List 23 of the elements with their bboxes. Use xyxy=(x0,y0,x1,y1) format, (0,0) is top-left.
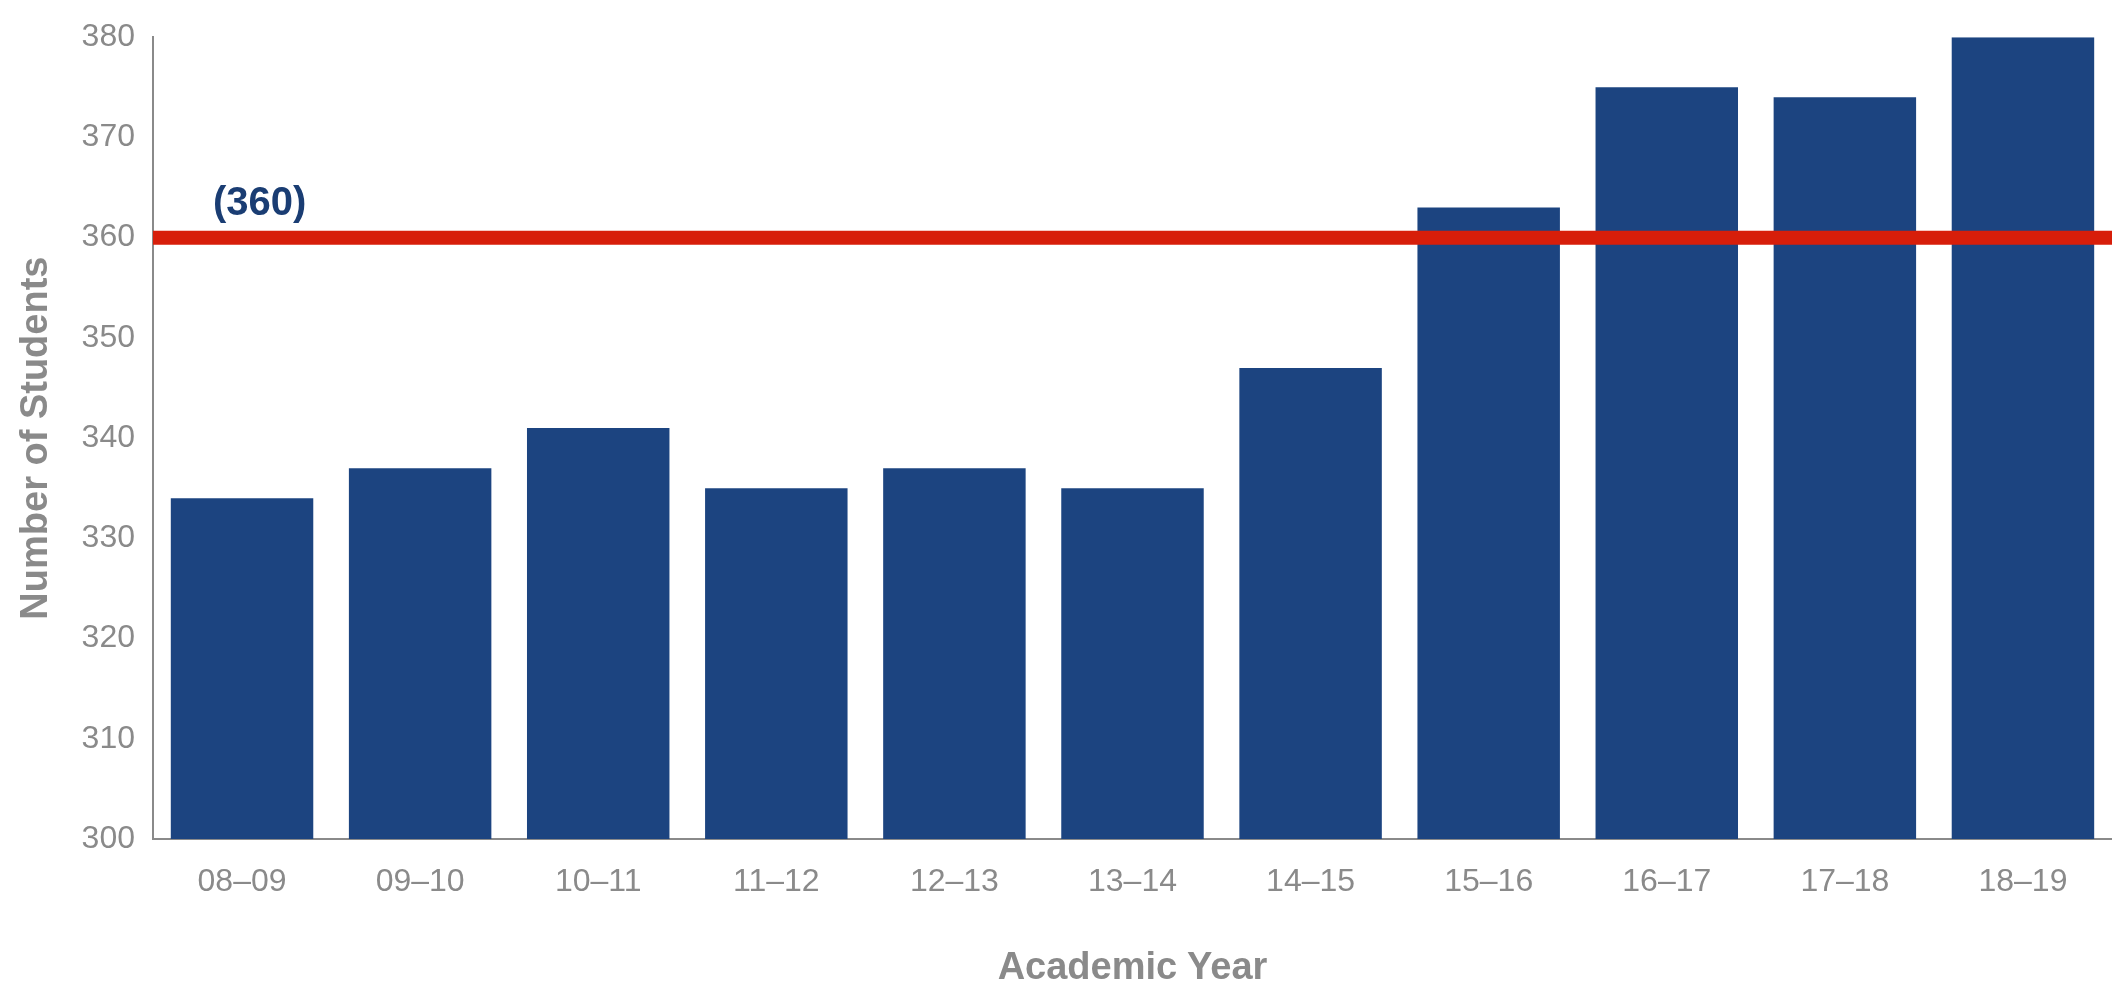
x-tick-label: 17–18 xyxy=(1800,862,1890,899)
y-tick-label: 380 xyxy=(81,17,135,54)
y-tick-label: 310 xyxy=(81,718,135,755)
ref-line-label: (360) xyxy=(212,178,307,223)
y-tick-label: 360 xyxy=(81,217,135,254)
x-tick-label: 13–14 xyxy=(1088,862,1177,899)
x-tick-label: 14–15 xyxy=(1266,862,1356,899)
y-tick-label: 300 xyxy=(81,818,135,855)
y-axis-title: Number of Students xyxy=(13,256,56,620)
x-tick-label: 08–09 xyxy=(197,862,287,899)
x-tick-label: 09–10 xyxy=(375,862,465,899)
y-tick-label: 320 xyxy=(81,618,135,655)
x-tick-label: 15–16 xyxy=(1444,862,1534,899)
x-axis-title: Academic Year xyxy=(997,944,1268,987)
x-tick-label: 18–19 xyxy=(1978,862,2068,899)
x-tick-label: 10–11 xyxy=(554,862,642,899)
y-tick-label: 340 xyxy=(81,417,135,454)
x-tick-label: 11–12 xyxy=(733,862,820,899)
y-tick-label: 350 xyxy=(81,317,135,354)
x-tick-label: 12–13 xyxy=(909,862,999,899)
y-tick-label: 370 xyxy=(81,117,135,154)
x-tick-label: 16–17 xyxy=(1622,862,1712,899)
y-tick-label: 330 xyxy=(81,518,135,555)
